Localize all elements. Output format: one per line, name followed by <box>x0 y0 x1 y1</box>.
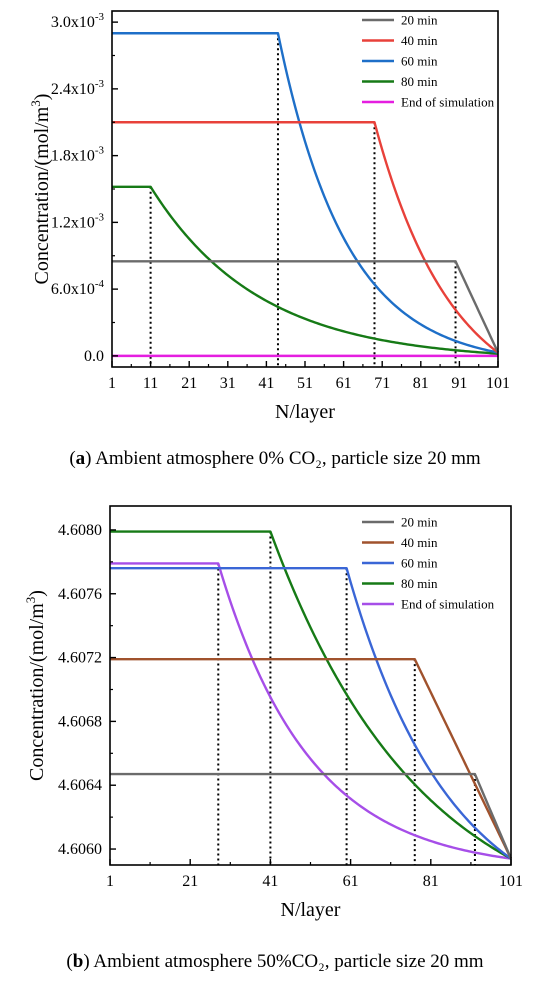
x-tick-label-a-8: 81 <box>413 375 429 392</box>
legend-label-a-3: 80 min <box>401 74 438 89</box>
legend-label-a-1: 40 min <box>401 33 438 48</box>
legend-label-b-0: 20 min <box>401 515 438 530</box>
chart-b-svg: 1 21 41 61 81 101 4.6060 4.6064 4.6068 4.6072 4.60… <box>23 505 523 921</box>
x-tick-label-a-7: 71 <box>374 375 390 392</box>
y-tick-label-b-2: 4.6068 <box>58 713 102 730</box>
plot-frame-a <box>111 10 499 368</box>
legend-label-a-2: 60 min <box>401 54 438 69</box>
series-line-b-0 <box>110 772 513 860</box>
x-tick-label-a-5: 51 <box>297 375 313 392</box>
x-axis-title-b: N/layer <box>281 899 341 921</box>
caption-a-label: a <box>75 448 86 469</box>
x-tick-label-a-9: 91 <box>451 375 467 392</box>
y-tick-label-b-0: 4.6060 <box>58 841 102 858</box>
y-tick-label-a-3: 1.8x10-3 <box>51 145 105 165</box>
x-axis-title-a: N/layer <box>275 401 335 423</box>
caption-b-text: Ambient atmosphere 50%CO₂, particle size… <box>93 951 484 972</box>
chart-panel-b: 1 21 41 61 81 101 4.6060 4.6064 4.6068 4.6072 4.60… <box>0 496 550 991</box>
x-tick-label-a-2: 21 <box>181 375 197 392</box>
series-line-b-2 <box>110 567 512 860</box>
y-tick-label-b-3: 4.6072 <box>58 650 102 667</box>
chart-a-svg: 1 11 21 31 41 51 61 71 81 91 1010.06.0x10-41.2x10-… <box>28 10 510 423</box>
series-line-b-1 <box>110 657 513 860</box>
y-tick-label-a-2: 1.2x10-3 <box>51 211 105 231</box>
caption-a-text: Ambient atmosphere 0% CO₂, particle size… <box>95 448 481 469</box>
caption-b: (b) Ambient atmosphere 50%CO₂, particle … <box>66 951 484 972</box>
x-tick-label-a-1: 11 <box>143 375 158 392</box>
series-line-a-2 <box>112 32 499 354</box>
x-tick-label-a-4: 41 <box>258 375 274 392</box>
y-tick-label-a-1: 6.0x10-4 <box>51 278 105 298</box>
y-tick-label-b-4: 4.6076 <box>58 586 102 603</box>
y-tick-label-b-1: 4.6064 <box>58 777 102 794</box>
y-axis-title-a: Concentration/(mol/m3) <box>28 94 53 285</box>
caption-a: (a) Ambient atmosphere 0% CO₂, particle … <box>69 448 481 469</box>
y-tick-label-a-4: 2.4x10-3 <box>51 78 105 98</box>
caption-b-label: b <box>72 951 84 972</box>
legend-label-b-2: 60 min <box>401 556 438 571</box>
legend-label-b-4: End of simulation <box>401 597 495 612</box>
y-tick-label-a-0: 0.0 <box>84 348 104 365</box>
legend-label-b-3: 80 min <box>401 576 438 591</box>
series-line-b-4 <box>110 562 512 860</box>
x-tick-label-b-3: 61 <box>343 873 359 890</box>
chart-panel-a: 1 11 21 31 41 51 61 71 81 91 101 0.0 6.0x10-4 1.2x10-… <box>0 0 550 480</box>
x-tick-label-a-6: 61 <box>336 375 352 392</box>
series-line-a-1 <box>112 121 499 354</box>
legend-label-a-4: End of simulation <box>401 95 495 110</box>
series-line-b-3 <box>110 530 512 860</box>
y-tick-label-a-5: 3.0x10-3 <box>51 11 105 31</box>
x-tick-label-b-1: 21 <box>182 873 198 890</box>
x-tick-label-a-3: 31 <box>220 375 236 392</box>
legend-label-b-1: 40 min <box>401 535 438 550</box>
series-line-a-0 <box>112 260 500 354</box>
y-axis-title-b: Concentration/(mol/m3) <box>23 590 48 781</box>
x-tick-label-a-0: 1 <box>108 375 116 392</box>
x-tick-label-b-0: 1 <box>106 873 114 890</box>
legend-label-a-0: 20 min <box>401 13 438 28</box>
x-tick-label-b-5: 101 <box>499 873 523 890</box>
y-tick-label-b-5: 4.6080 <box>58 522 102 539</box>
x-tick-label-b-2: 41 <box>262 873 278 890</box>
series-line-a-3 <box>112 185 499 355</box>
x-tick-label-b-4: 81 <box>423 873 439 890</box>
plot-frame-b <box>109 505 512 866</box>
x-tick-label-a-10: 101 <box>486 375 510 392</box>
